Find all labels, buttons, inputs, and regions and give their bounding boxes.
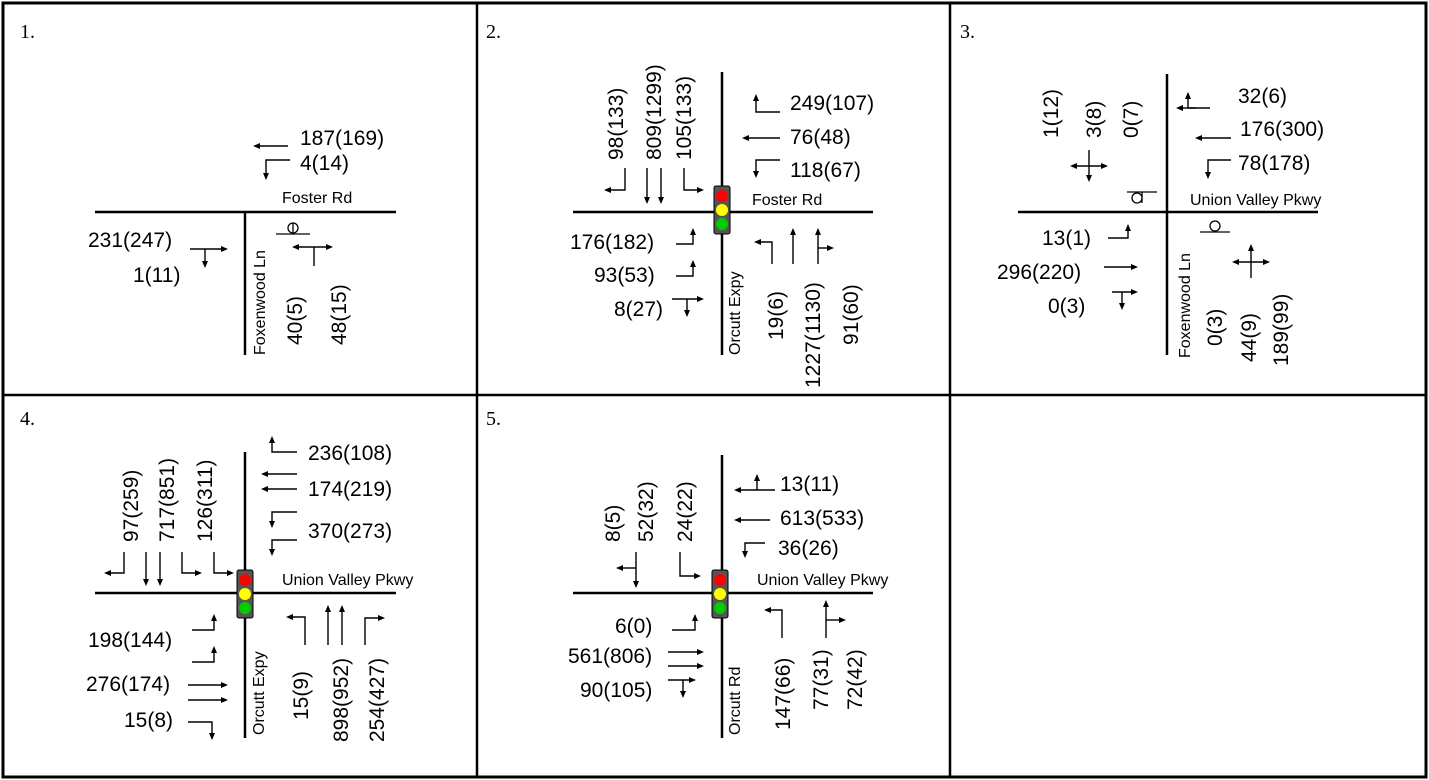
volume-eastbound-right: 1(11) [133, 264, 180, 287]
arrows-northbound [286, 605, 385, 645]
volume-southbound-right: 97(259) [120, 470, 143, 542]
arrows-eastbound [668, 614, 704, 698]
arrows-westbound [742, 94, 780, 178]
arrows-southbound [1070, 150, 1108, 182]
volume-westbound-through: 187(169) [300, 127, 384, 150]
volume-eastbound-right: 90(105) [580, 679, 652, 702]
volume-northbound-through: 77(31) [810, 649, 833, 710]
volume-southbound-left: 0(7) [1120, 101, 1143, 138]
street-label-east-west: Foster Rd [282, 190, 352, 207]
arrows-westbound [734, 474, 775, 558]
volume-southbound-left: 126(311) [194, 459, 217, 542]
volume-westbound-right: 13(11) [780, 473, 839, 496]
volume-westbound-right: 249(107) [790, 92, 874, 115]
arrows-eastbound [188, 614, 228, 740]
volume-northbound-right: 254(427) [366, 658, 389, 742]
arrows-southbound [604, 168, 704, 204]
arrows-eastbound [672, 228, 704, 317]
volume-westbound-through: 613(533) [780, 507, 864, 530]
volume-northbound-right: 91(60) [840, 284, 863, 345]
volume-southbound-through: 809(1299) [643, 64, 666, 160]
arrows-southbound [104, 552, 234, 586]
volume-westbound-right: 32(6) [1238, 85, 1287, 108]
panel-number: 1. [20, 21, 35, 43]
panel-1: 1. Foster Rd Foxenwood Ln 187(169) 4(14)… [20, 21, 396, 355]
volume-eastbound-left: 176(182) [570, 231, 654, 254]
arrows-westbound [261, 436, 297, 556]
volume-eastbound-right: 0(3) [1048, 295, 1085, 318]
volume-westbound-right: 236(108) [308, 442, 392, 465]
volume-northbound-left: 0(3) [1204, 309, 1227, 346]
volume-westbound-left: 118(67) [790, 159, 861, 182]
arrow-eastbound-through-right [190, 246, 228, 268]
arrows-eastbound [1104, 224, 1138, 310]
volume-eastbound-through: 561(806) [568, 645, 652, 668]
stop-sign-icon [1127, 191, 1157, 204]
arrows-northbound [1232, 244, 1270, 278]
volume-southbound-right: 8(5) [602, 505, 625, 542]
volume-southbound-right: 1(12) [1040, 89, 1063, 138]
volume-northbound-left: 19(6) [765, 291, 788, 340]
volume-northbound-left: 40(5) [284, 296, 307, 345]
volume-southbound-left: 105(133) [673, 76, 696, 160]
volume-eastbound-right: 8(27) [614, 298, 663, 321]
panel-5: 5. Union Valley Pkwy Orcutt Rd 8(5) 52(3… [486, 408, 888, 738]
volume-westbound-left: 78(178) [1238, 152, 1310, 175]
street-label-north-south: Orcutt Expy [251, 651, 268, 735]
volume-southbound-left: 24(22) [674, 481, 697, 542]
panel-number: 5. [486, 408, 501, 430]
street-label-east-west: Union Valley Pkwy [1190, 192, 1321, 209]
volume-westbound-through: 76(48) [790, 126, 851, 149]
panel-number: 3. [960, 21, 975, 43]
volume-westbound-through: 174(219) [308, 478, 392, 501]
arrow-westbound-through [253, 143, 288, 149]
street-label-north-south: Orcutt Rd [727, 667, 744, 735]
volume-southbound-through: 52(32) [635, 481, 658, 542]
street-label-east-west: Union Valley Pkwy [282, 572, 413, 589]
panel-2: 2. Foster Rd Orcutt Expy 98(133) 809(129… [486, 21, 874, 388]
volume-northbound-left: 15(9) [290, 671, 313, 720]
street-label-east-west: Union Valley Pkwy [757, 572, 888, 589]
volume-eastbound-through: 93(53) [594, 264, 655, 287]
volume-northbound-through: 1227(1130) [802, 282, 825, 388]
volume-southbound-right: 98(133) [605, 88, 628, 160]
street-label-east-west: Foster Rd [752, 192, 822, 209]
volume-northbound-right: 189(99) [1270, 294, 1293, 366]
volume-southbound-through: 3(8) [1083, 101, 1106, 138]
volume-eastbound-through: 276(174) [86, 673, 170, 696]
volume-northbound-right: 72(42) [844, 649, 867, 710]
volume-westbound-left: 370(273) [308, 520, 392, 543]
volume-eastbound-left: 6(0) [615, 615, 652, 638]
panel-number: 2. [486, 21, 501, 43]
volume-northbound-left: 147(66) [772, 658, 795, 730]
volume-eastbound-left: 13(1) [1042, 227, 1091, 250]
panel-number: 4. [20, 408, 35, 430]
arrow-northbound-left-right [292, 244, 333, 266]
arrows-northbound [764, 600, 846, 638]
street-label-north-south: Foxenwood Ln [1177, 253, 1194, 358]
street-label-north-south: Foxenwood Ln [252, 250, 269, 355]
volume-eastbound-left: 198(144) [88, 629, 172, 652]
volume-westbound-left: 36(26) [778, 537, 839, 560]
panel-3: 3. Union Valley Pkwy Foxenwood Ln 1(12) … [960, 21, 1324, 366]
panel-4: 4. Union Valley Pkwy Orcutt Expy 97(259)… [20, 408, 413, 742]
volume-eastbound-through: 296(220) [997, 261, 1081, 284]
volume-northbound-right: 48(15) [328, 284, 351, 345]
stop-sign-icon [1200, 220, 1230, 233]
arrows-westbound [1176, 92, 1231, 179]
street-label-north-south: Orcutt Expy [727, 271, 744, 355]
volume-westbound-left: 4(14) [300, 152, 349, 175]
arrows-southbound [616, 552, 701, 588]
volume-northbound-through: 898(952) [330, 658, 353, 742]
volume-northbound-through: 44(9) [1238, 313, 1261, 362]
arrows-northbound [754, 228, 834, 264]
volume-eastbound-through: 231(247) [88, 229, 172, 252]
volume-westbound-through: 176(300) [1240, 118, 1324, 141]
volume-southbound-through: 717(851) [156, 458, 179, 542]
stop-sign-icon [276, 222, 310, 235]
arrow-westbound-left [263, 159, 290, 180]
volume-eastbound-right: 15(8) [124, 709, 173, 732]
